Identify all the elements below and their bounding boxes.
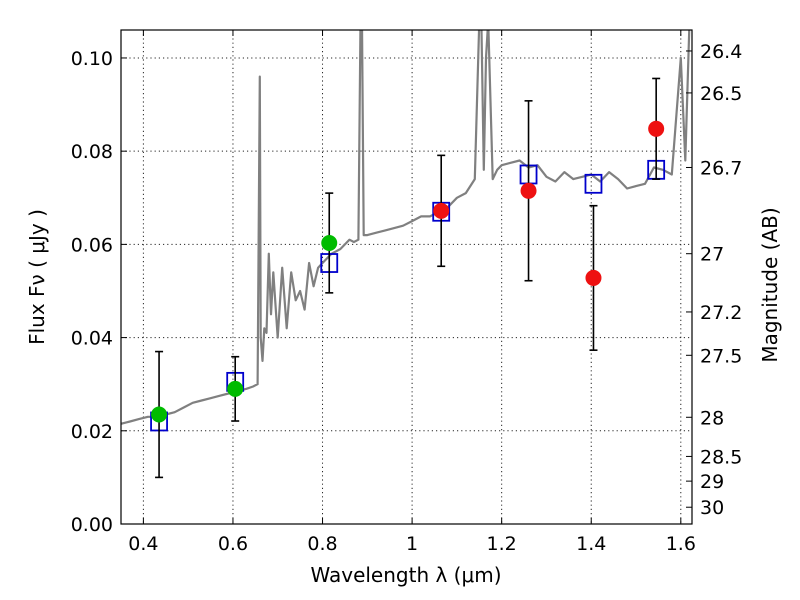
y-tick-label: 0.06 xyxy=(71,234,113,256)
y2-tick-label: 27 xyxy=(700,244,724,266)
y2-tick-label: 28 xyxy=(700,407,724,429)
y-tick-label: 0.02 xyxy=(71,421,113,443)
red-data-point xyxy=(433,202,450,219)
model-flux-square xyxy=(584,173,603,194)
x-axis-label: Wavelength λ (μm) xyxy=(310,563,501,587)
plot-frame xyxy=(120,29,693,525)
y2-tick-label: 27.5 xyxy=(700,345,742,367)
x-tick-label: 1.2 xyxy=(487,533,517,555)
y2-tick-label: 26.7 xyxy=(700,157,742,179)
axis-ticks: 0.4 0.6 0.8 1 1.2 1.4 1.6 0.00 0.02 0.04 0.06 0.08 0… xyxy=(71,30,742,555)
y-axis-label: Flux Fν ( μJy ) xyxy=(25,209,49,345)
y-tick-label: 0.00 xyxy=(71,514,113,536)
x-tick-label: 1.4 xyxy=(576,533,606,555)
series-layer xyxy=(121,30,691,479)
green-data-point xyxy=(151,406,168,423)
template-spectrum-line xyxy=(121,30,691,425)
y2-tick-label: 27.2 xyxy=(700,302,742,324)
green-data-point xyxy=(321,234,338,251)
red-data-point xyxy=(585,269,602,286)
grid-lines xyxy=(121,30,692,525)
y-tick-label: 0.10 xyxy=(71,48,113,70)
y-tick-label: 0.08 xyxy=(71,141,113,163)
x-tick-label: 1 xyxy=(406,533,418,555)
x-tick-label: 0.8 xyxy=(307,533,337,555)
x-tick-label: 0.6 xyxy=(218,533,248,555)
y2-tick-label: 26.4 xyxy=(700,41,742,63)
y2-tick-label: 28.5 xyxy=(700,446,742,468)
y2-tick-label: 29 xyxy=(700,471,724,493)
y-tick-label: 0.04 xyxy=(71,328,113,350)
y2-tick-label: 26.5 xyxy=(700,83,742,105)
red-data-point xyxy=(648,120,665,137)
x-tick-label: 0.4 xyxy=(128,533,158,555)
green-data-point xyxy=(227,380,244,397)
y2-axis-label: Magnitude (AB) xyxy=(758,207,782,362)
red-data-point xyxy=(520,182,537,199)
x-tick-label: 1.6 xyxy=(666,533,696,555)
y2-tick-label: 30 xyxy=(700,497,724,519)
